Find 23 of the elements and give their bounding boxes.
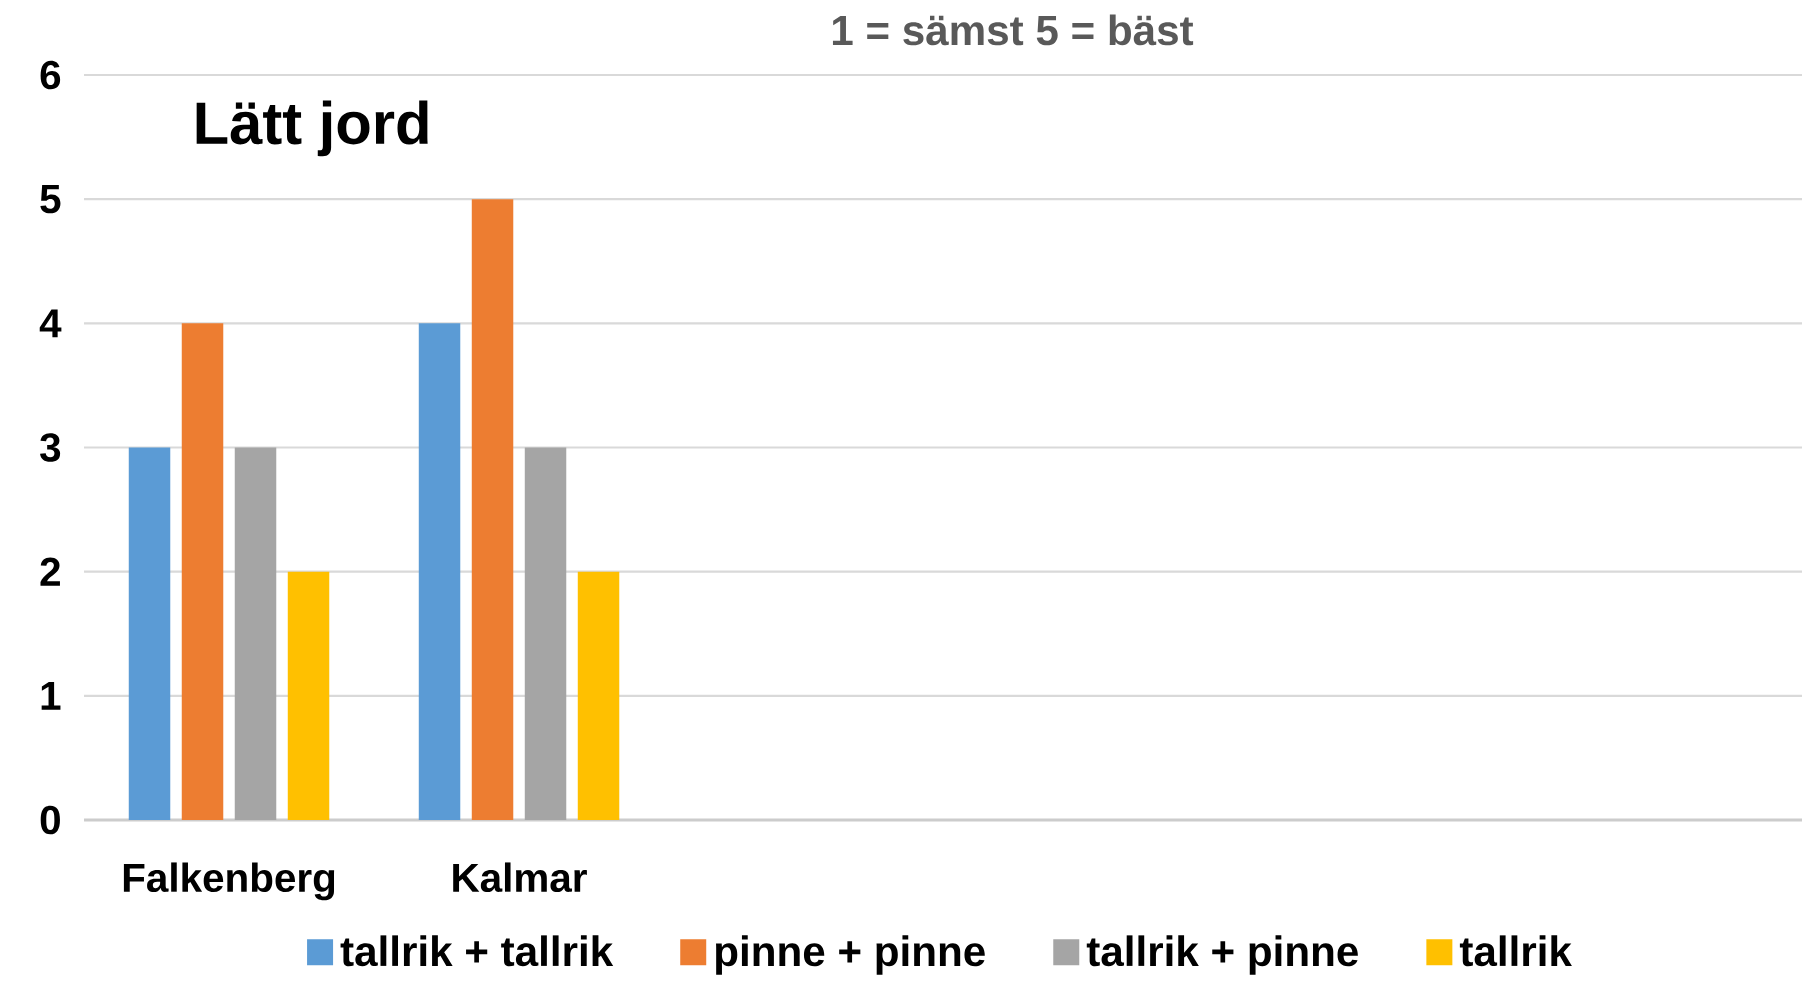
bar	[287, 571, 330, 820]
bar	[181, 323, 224, 820]
y-tick-label: 1	[41, 681, 61, 710]
legend-label: tallrik + pinne	[1086, 935, 1358, 975]
y-tick-label: 2	[40, 557, 60, 586]
y-tick-label: 3	[40, 433, 61, 462]
legend-label: pinne + pinne	[716, 935, 985, 975]
bar	[128, 447, 171, 820]
x-tick-label: Kalmar	[453, 862, 587, 893]
bar	[418, 323, 461, 820]
y-tick-label: 5	[40, 185, 61, 214]
bar	[234, 447, 277, 820]
text: 1 = sämst 5 = bäst	[832, 14, 1194, 46]
bar	[577, 571, 620, 820]
bar	[524, 447, 567, 820]
x-tick-label: Falkenberg	[123, 862, 335, 901]
legend-label: tallrik + tallrik	[340, 935, 614, 967]
y-tick-label: 6	[40, 60, 61, 90]
chart-title: Lätt jord	[196, 100, 428, 157]
y-tick-label: 4	[39, 309, 62, 338]
legend-label: tallrik	[1459, 935, 1572, 967]
y-tick-label: 0	[40, 805, 60, 835]
bar	[471, 199, 514, 820]
